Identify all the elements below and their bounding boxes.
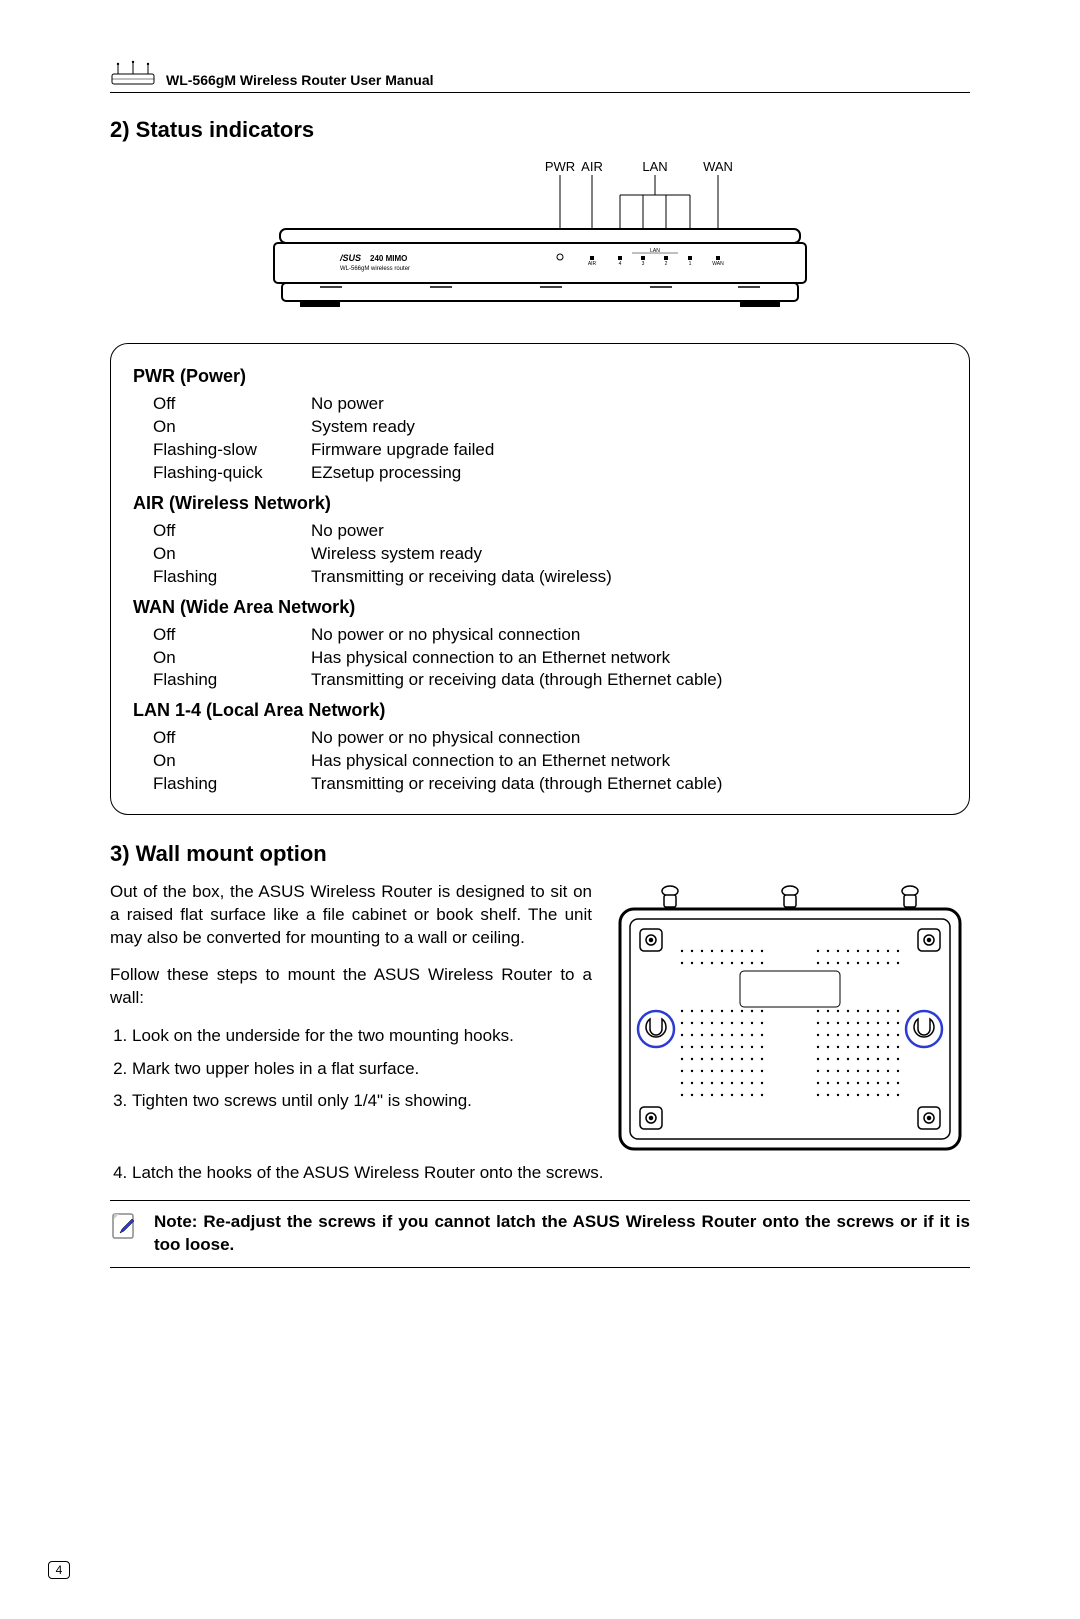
page-number: 4 <box>48 1561 70 1579</box>
section-3-heading: 3) Wall mount option <box>110 841 970 867</box>
manual-page: WL-566gM Wireless Router User Manual 2) … <box>0 0 1080 1619</box>
svg-text:WAN: WAN <box>712 261 724 267</box>
svg-text:1: 1 <box>689 261 692 267</box>
group-lan: LAN 1-4 (Local Area Network) OffNo power… <box>133 700 947 796</box>
svg-text:2: 2 <box>665 261 668 267</box>
router-front-diagram: PWR AIR LAN WAN /SUS 240 MIMO WL-566gM w… <box>260 157 820 327</box>
note-text: Note: Re-adjust the screws if you cannot… <box>154 1211 970 1257</box>
wall-steps-cont: Latch the hooks of the ASUS Wireless Rou… <box>110 1161 970 1186</box>
wall-para-2: Follow these steps to mount the ASUS Wir… <box>110 964 592 1010</box>
group-title: AIR (Wireless Network) <box>133 493 947 514</box>
group-title: PWR (Power) <box>133 366 947 387</box>
section-2-heading: 2) Status indicators <box>110 117 970 143</box>
group-air: AIR (Wireless Network) OffNo power OnWir… <box>133 493 947 589</box>
group-table: OffNo power or no physical connection On… <box>153 624 740 693</box>
step-4: Latch the hooks of the ASUS Wireless Rou… <box>132 1161 970 1186</box>
note-icon <box>110 1211 140 1241</box>
label-lan: LAN <box>642 159 667 174</box>
svg-text:WL-566gM wireless router: WL-566gM wireless router <box>340 266 410 272</box>
group-title: LAN 1-4 (Local Area Network) <box>133 700 947 721</box>
page-header: WL-566gM Wireless Router User Manual <box>110 60 970 93</box>
step-1: Look on the underside for the two mounti… <box>132 1024 592 1049</box>
step-2: Mark two upper holes in a flat surface. <box>132 1057 592 1082</box>
header-title: WL-566gM Wireless Router User Manual <box>166 72 434 88</box>
group-title: WAN (Wide Area Network) <box>133 597 947 618</box>
svg-text:3: 3 <box>642 261 645 267</box>
router-header-icon <box>110 60 156 88</box>
group-pwr: PWR (Power) OffNo power OnSystem ready F… <box>133 366 947 485</box>
wall-mount-text: Out of the box, the ASUS Wireless Router… <box>110 881 592 1128</box>
label-air: AIR <box>581 159 603 174</box>
step-3: Tighten two screws until only 1/4" is sh… <box>132 1089 592 1114</box>
group-table: OffNo power OnSystem ready Flashing-slow… <box>153 393 512 485</box>
svg-text:4: 4 <box>619 261 622 267</box>
label-wan: WAN <box>703 159 733 174</box>
wall-para-1: Out of the box, the ASUS Wireless Router… <box>110 881 592 950</box>
wall-steps: Look on the underside for the two mounti… <box>110 1024 592 1114</box>
front-diagram-wrap: PWR AIR LAN WAN /SUS 240 MIMO WL-566gM w… <box>110 157 970 327</box>
note-row: Note: Re-adjust the screws if you cannot… <box>110 1200 970 1268</box>
group-table: OffNo power or no physical connection On… <box>153 727 740 796</box>
svg-text:AIR: AIR <box>588 261 597 267</box>
svg-text:240 MIMO: 240 MIMO <box>370 254 407 263</box>
label-pwr: PWR <box>545 159 575 174</box>
router-underside-diagram <box>610 881 970 1161</box>
group-wan: WAN (Wide Area Network) OffNo power or n… <box>133 597 947 693</box>
group-table: OffNo power OnWireless system ready Flas… <box>153 520 630 589</box>
router-brand: /SUS <box>339 253 361 263</box>
status-indicators-box: PWR (Power) OffNo power OnSystem ready F… <box>110 343 970 815</box>
